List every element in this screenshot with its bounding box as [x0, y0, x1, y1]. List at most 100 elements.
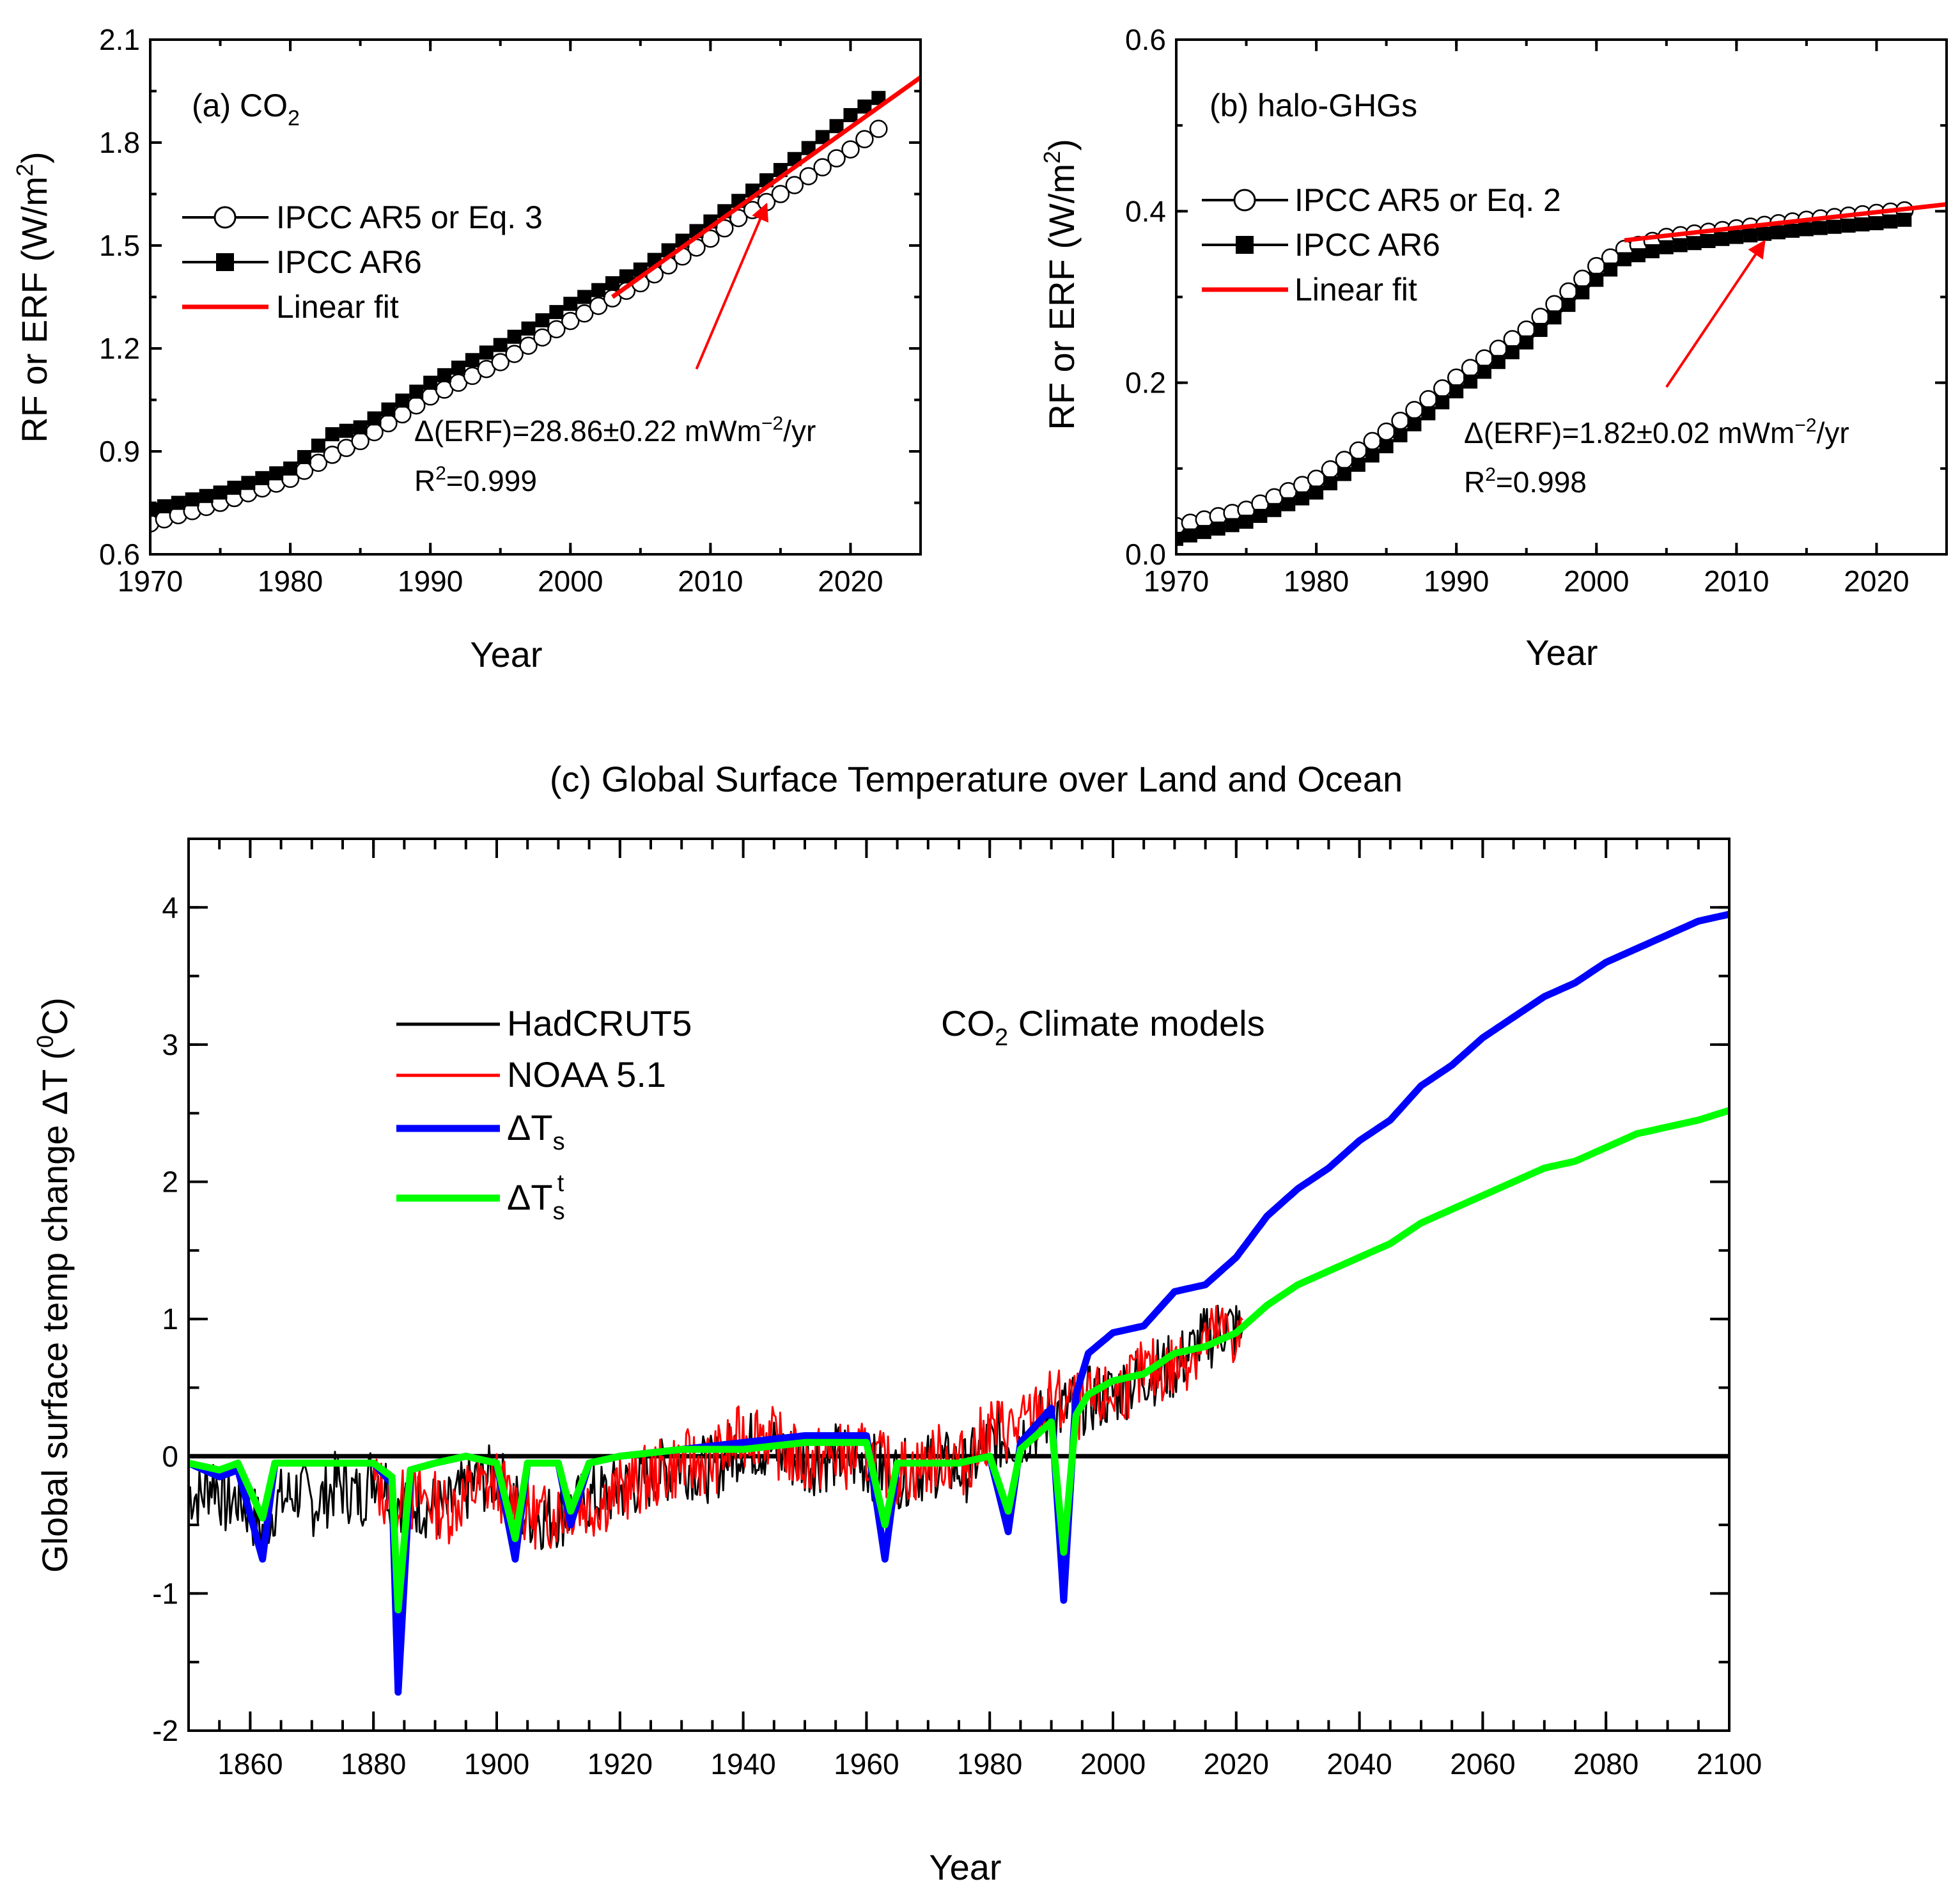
c-series-black-line: [189, 1304, 1243, 1550]
c-x-tick-label: 1960: [834, 1747, 899, 1781]
a-annotation-arrow: [695, 203, 769, 370]
b-y-tick-label: 0.0: [1125, 538, 1166, 571]
a-ar6-point: [227, 480, 242, 495]
a-y-tick-label: 1.2: [99, 332, 140, 365]
a-ar5-point: [855, 130, 874, 148]
b-ar6-point: [1176, 531, 1183, 546]
a-ar5-point: [547, 320, 566, 339]
b-ar5-point: [1419, 390, 1438, 409]
b-ar6-point: [1603, 262, 1618, 277]
b-legend: IPCC AR5 or Eq. 2 IPCC AR6 Linear fit: [1202, 182, 1561, 308]
b-ar6-point: [1197, 525, 1211, 540]
b-ar6-point: [1757, 226, 1772, 241]
c-plot-frame: [187, 838, 1731, 1732]
c-x-tick-label: 2000: [1080, 1747, 1146, 1781]
a-ar6-point: [493, 338, 508, 352]
c-legend-label-hadcrut5: HadCRUT5: [507, 1003, 692, 1043]
b-linear-fit-line: [1624, 202, 1947, 243]
a-ar6-point: [507, 329, 522, 344]
a-series-group: [150, 75, 921, 533]
b-ar6-point: [1659, 240, 1674, 254]
b-ar6-point: [1575, 285, 1590, 300]
b-ar5-point: [1377, 422, 1396, 441]
panel-b: 1970 1980 1990 2000 2010 2020 0.0 0.2 0.4 0.6 (b)…: [1039, 23, 1948, 673]
a-legend-marker-ar5: [214, 206, 237, 229]
b-ar6-point: [1785, 223, 1800, 238]
b-ar6-point: [1365, 448, 1380, 463]
b-y-axis-label: RF or ERF (W/m2): [1039, 139, 1082, 430]
a-ar6-point: [521, 321, 536, 336]
a-y-axis-label: RF or ERF (W/m2): [12, 152, 54, 443]
b-ar6-point: [1435, 395, 1450, 410]
a-panel-title: (a) CO2: [192, 88, 300, 130]
c-y-tick-label: 4: [162, 891, 178, 924]
b-legend-marker-ar6: [1236, 236, 1254, 254]
c-x-tick-label: 1980: [957, 1747, 1022, 1781]
b-ar6-point: [1239, 515, 1254, 529]
c-y-tick-label: -1: [152, 1577, 178, 1610]
a-ar6-point: [283, 461, 298, 476]
b-ar6-point: [1281, 497, 1296, 511]
a-ar6-point: [591, 283, 606, 297]
a-ar6-point: [213, 485, 228, 500]
b-ar6-point: [1883, 214, 1898, 229]
a-y-tick-label: 0.6: [99, 538, 140, 571]
b-legend-label-fit: Linear fit: [1295, 272, 1417, 308]
b-ar6-point: [1253, 508, 1268, 523]
a-ar6-point: [171, 495, 185, 510]
a-ar5-point: [575, 304, 594, 323]
c-x-tick-label: 2040: [1326, 1747, 1392, 1781]
b-ar5-point: [1391, 411, 1410, 430]
a-ar6-point: [619, 269, 634, 284]
c-model-annotation: CO2 Climate models: [941, 1003, 1265, 1051]
b-y-tick-label: 0.4: [1125, 194, 1166, 228]
c-legend-label-dts: ΔTs: [507, 1107, 565, 1155]
a-x-tick-label: 2000: [538, 565, 603, 598]
b-r-squared: R2=0.998: [1464, 464, 1587, 499]
a-legend-marker-ar6: [216, 253, 234, 271]
a-ar5-point: [505, 345, 524, 363]
b-x-tick-label: 1980: [1284, 565, 1349, 598]
c-panel-title: (c) Global Surface Temperature over Land…: [550, 759, 1403, 799]
b-x-tick-label: 2020: [1844, 565, 1909, 598]
a-ar6-point: [451, 361, 465, 375]
b-ar6-point: [1449, 384, 1464, 399]
b-x-tick-label: 1970: [1144, 565, 1209, 598]
b-y-tick-label: 0.2: [1125, 366, 1166, 400]
b-legend-marker-ar5: [1233, 189, 1256, 212]
b-ar6-point: [1897, 212, 1912, 227]
c-x-axis-label: Year: [929, 1847, 1001, 1887]
a-ar5-point: [841, 140, 860, 159]
a-ar5-point: [701, 230, 720, 248]
c-series-green-line: [189, 1107, 1729, 1614]
c-y-tick-label: -2: [152, 1714, 178, 1747]
a-series-ar6-line: [150, 97, 880, 511]
a-ar6-point: [339, 423, 354, 438]
panel-a: 1970 1980 1990 2000 2010 2020 0.6 0.9 1.2 1.5 1.8 2…: [12, 23, 922, 674]
b-ar6-point: [1561, 297, 1576, 312]
a-ar5-point: [799, 167, 818, 185]
c-legend: HadCRUT5 NOAA 5.1 ΔTs ΔTst: [396, 1003, 692, 1225]
b-x-tick-label: 1990: [1424, 565, 1489, 598]
a-ar5-point: [813, 158, 832, 176]
c-axis-ticks: 1860 1880 1900 1920 1940 1960 1980 2000 2020 2040…: [152, 838, 1762, 1781]
b-ar6-point: [1631, 248, 1645, 263]
b-ar6-point: [1225, 518, 1240, 533]
b-ar5-point: [1405, 401, 1424, 419]
a-ar6-point: [871, 91, 886, 105]
a-y-tick-label: 2.1: [99, 23, 140, 56]
a-ar6-point: [465, 353, 479, 368]
b-ar6-point: [1533, 323, 1548, 338]
b-legend-label-ar6: IPCC AR6: [1295, 227, 1440, 263]
b-ar6-point: [1729, 230, 1744, 244]
b-annotation-arrow: [1665, 239, 1766, 388]
c-y-tick-label: 3: [162, 1028, 178, 1061]
b-ar5-point: [1545, 295, 1564, 314]
b-ar6-point: [1855, 217, 1870, 231]
c-y-tick-label: 1: [162, 1302, 178, 1336]
a-ar6-point: [381, 402, 396, 417]
a-legend-label-ar6: IPCC AR6: [276, 244, 422, 280]
b-ar6-point: [1841, 218, 1856, 233]
b-ar5-point: [1433, 379, 1452, 398]
